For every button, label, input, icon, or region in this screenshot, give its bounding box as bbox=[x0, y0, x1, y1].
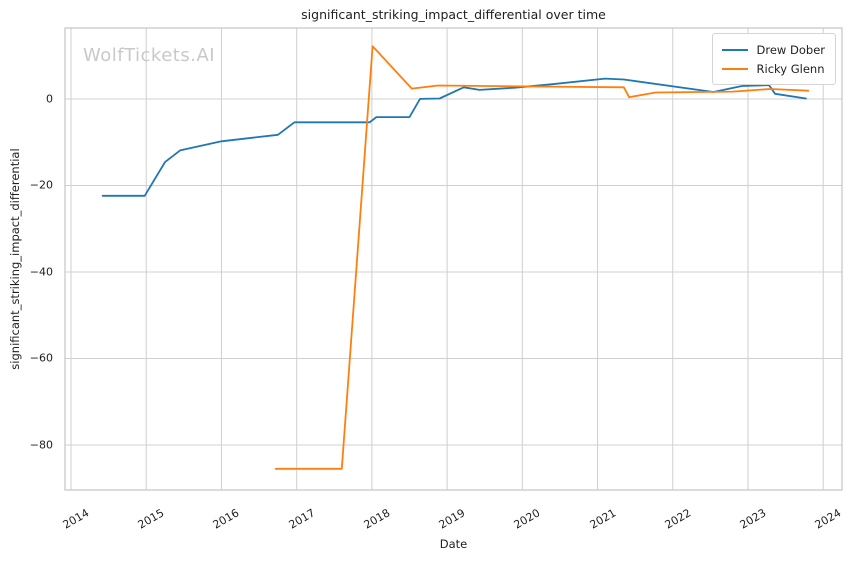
legend-label: Ricky Glenn bbox=[756, 61, 825, 76]
legend-label: Drew Dober bbox=[756, 42, 825, 57]
y-axis-label: significant_striking_impact_differential bbox=[8, 148, 22, 370]
legend-entry-ricky-glenn: Ricky Glenn bbox=[721, 59, 825, 78]
watermark: WolfTickets.AI bbox=[83, 45, 216, 66]
legend: Drew Dober Ricky Glenn bbox=[711, 33, 836, 85]
x-axis-label: Date bbox=[439, 537, 468, 551]
series-line-ricky-glenn bbox=[274, 45, 810, 470]
legend-line-swatch bbox=[721, 48, 748, 51]
legend-line-swatch bbox=[721, 67, 748, 70]
series-line-drew-dober bbox=[101, 77, 807, 197]
legend-entry-drew-dober: Drew Dober bbox=[721, 40, 825, 59]
chart-title: significant_striking_impact_differential… bbox=[301, 7, 606, 22]
plot-border bbox=[64, 27, 843, 491]
